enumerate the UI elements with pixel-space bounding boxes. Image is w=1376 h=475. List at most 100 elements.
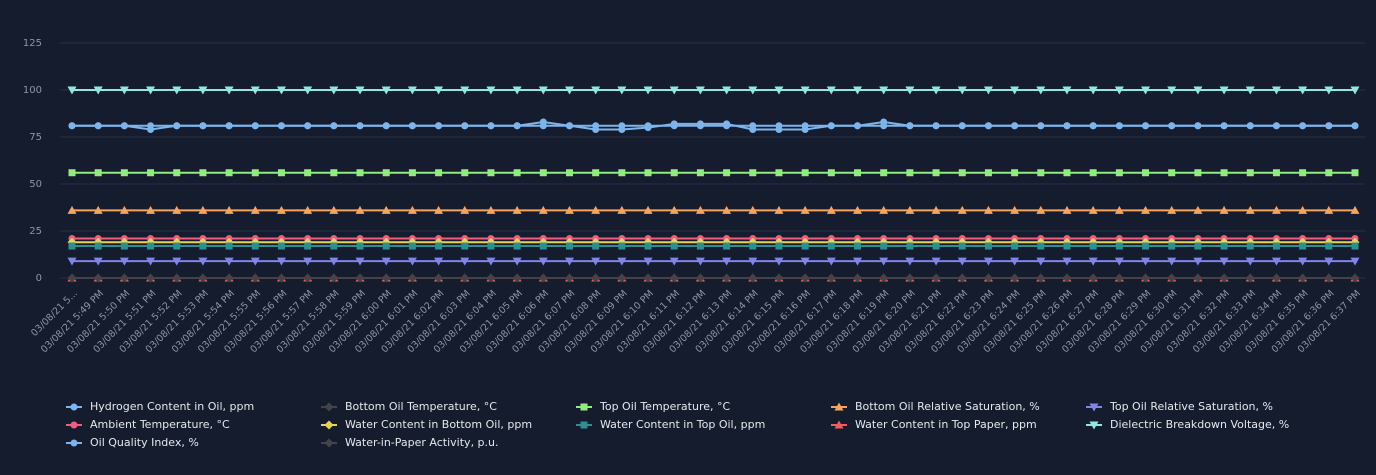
data-point [1351,169,1359,177]
data-point [617,273,627,283]
data-point [120,242,128,250]
data-point [173,169,181,177]
data-point [565,169,573,177]
data-point [748,257,758,266]
data-point [591,257,601,266]
data-point [931,257,941,266]
data-point [1193,86,1203,95]
series [67,205,1360,214]
data-point [434,86,444,95]
data-point [276,205,286,214]
data-point [1193,273,1203,283]
data-point [564,205,574,214]
data-point [800,257,810,266]
data-point [906,169,914,177]
data-point [1350,257,1360,266]
legend-item[interactable]: Top Oil Relative Saturation, % [1086,400,1273,413]
data-point [931,86,941,95]
data-point [1062,257,1072,266]
data-point [695,86,705,95]
data-point [276,86,286,95]
data-point [905,86,915,95]
data-point [303,257,313,266]
legend-item[interactable]: Bottom Oil Temperature, °C [321,400,497,413]
data-point [356,122,364,130]
data-point [749,242,757,250]
data-point [669,205,679,214]
legend-marker [834,420,844,429]
data-point [486,205,496,214]
data-point [146,205,156,214]
data-point [146,273,156,283]
data-point [1325,169,1333,177]
data-point [1114,257,1124,266]
data-point [119,205,129,214]
legend-item[interactable]: Bottom Oil Relative Saturation, % [831,400,1040,413]
data-point [513,169,521,177]
data-point [670,169,678,177]
data-point [1324,257,1334,266]
data-point [1219,257,1229,266]
legend-item[interactable]: Water Content in Bottom Oil, ppm [321,418,532,431]
data-point [931,273,941,283]
legend-item[interactable]: Oil Quality Index, % [66,436,199,449]
data-point [983,205,993,214]
data-point [225,169,233,177]
legend-item[interactable]: Water Content in Top Oil, ppm [576,418,765,431]
data-point [1168,122,1176,130]
data-point [1088,257,1098,266]
data-point [304,122,312,130]
data-point [983,257,993,266]
legend-label: Bottom Oil Temperature, °C [345,400,497,413]
data-point [93,86,103,95]
data-point [774,257,784,266]
data-point [591,273,601,283]
data-point [513,122,521,130]
legend-item[interactable]: Hydrogen Content in Oil, ppm [66,400,254,413]
legend-marker [1089,403,1099,412]
legend-label: Ambient Temperature, °C [90,418,230,431]
data-point [801,169,809,177]
data-point [487,242,495,250]
legend-item[interactable]: Ambient Temperature, °C [66,418,230,431]
data-point [512,86,522,95]
data-point [906,242,914,250]
data-point [146,257,156,266]
data-point [1063,169,1071,177]
data-point [1063,242,1071,250]
data-point [617,86,627,95]
data-point [251,122,259,130]
data-point [173,122,181,130]
data-point [722,273,732,283]
data-point [329,205,339,214]
data-point [775,169,783,177]
data-point [1011,242,1019,250]
legend-label: Top Oil Temperature, °C [599,400,730,413]
data-point [407,273,417,283]
legend-item[interactable]: Dielectric Breakdown Voltage, % [1086,418,1289,431]
data-point [224,257,234,266]
legend-item[interactable]: Water-in-Paper Activity, p.u. [321,436,499,449]
legend-marker [324,402,334,412]
data-point [748,86,758,95]
data-point [1114,205,1124,214]
data-point [800,205,810,214]
data-point [564,86,574,95]
data-point [722,257,732,266]
data-point [1245,273,1255,283]
legend-label: Water Content in Top Oil, ppm [600,418,765,431]
data-point [486,273,496,283]
legend-item[interactable]: Water Content in Top Paper, ppm [831,418,1037,431]
data-point [1142,169,1150,177]
legend-item[interactable]: Top Oil Temperature, °C [576,400,730,413]
data-point [435,122,443,130]
data-point [303,205,313,214]
data-point [775,242,783,250]
data-point [539,169,547,177]
data-point [905,273,915,283]
data-point [1350,273,1360,283]
data-point [147,169,155,177]
data-point [513,242,521,250]
data-point [564,257,574,266]
data-point [592,122,600,130]
